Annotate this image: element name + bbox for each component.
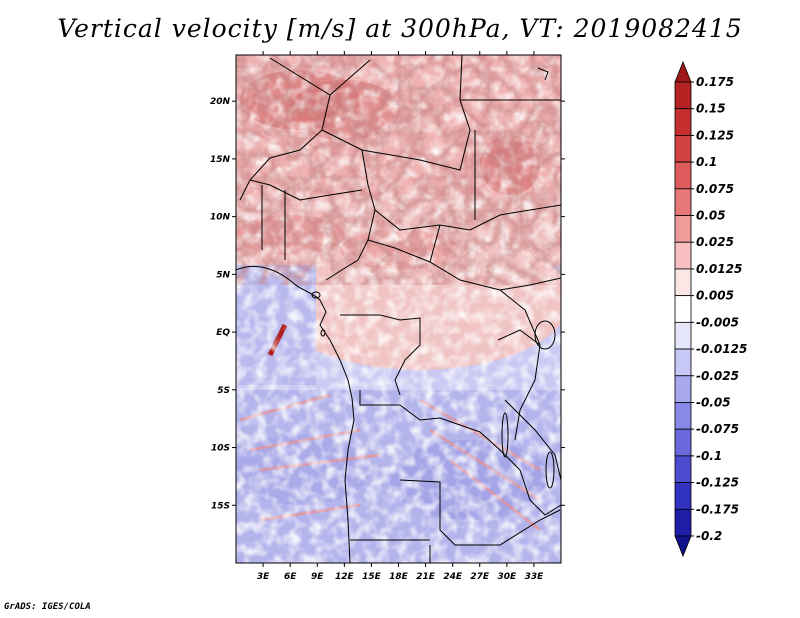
map-title: Vertical velocity [m/s] at 300hPa, VT: 2… <box>57 14 743 43</box>
colorbar-bottom-arrow <box>674 535 692 558</box>
colorbar-swatch <box>674 402 692 430</box>
colorbar-swatch <box>674 268 692 297</box>
colorbar-label: -0.0125 <box>696 342 747 356</box>
colorbar-label: 0.05 <box>696 209 726 223</box>
colorbar-label: -0.025 <box>696 369 739 383</box>
lon-tick-label: 6E <box>284 572 297 582</box>
colorbar-swatch <box>674 108 692 136</box>
colorbar-label: -0.05 <box>696 395 731 409</box>
colorbar-label: 0.075 <box>696 182 734 196</box>
lon-tick-label: 30E <box>497 572 517 582</box>
colorbar-swatch <box>674 482 692 510</box>
colorbar-swatch <box>674 348 692 377</box>
colorbar-label: 0.15 <box>696 102 726 116</box>
colorbar-top-arrow <box>674 60 692 83</box>
colorbar-label: -0.005 <box>696 315 739 329</box>
colorbar-swatch <box>674 375 692 403</box>
colorbar-label: -0.2 <box>696 529 722 543</box>
lon-tick-label: 27E <box>470 572 490 582</box>
lon-tick-label: 33E <box>525 572 545 582</box>
colorbar-label: -0.075 <box>696 422 739 436</box>
grads-credit: GrADS: IGES/COLA <box>4 602 91 612</box>
latitude-axis: 20N 15N 10N 5N EQ 5S 10S 15S <box>210 97 565 511</box>
colorbar-label: 0.1 <box>696 155 717 169</box>
colorbar-label: 0.005 <box>696 289 734 303</box>
colorbar-label: -0.175 <box>696 502 739 516</box>
lakes-islands <box>311 67 556 489</box>
lat-tick-label: 15N <box>210 155 231 165</box>
lat-tick-label: 20N <box>210 97 231 107</box>
colorbar-swatch <box>674 81 692 110</box>
colorbar-swatch <box>674 135 692 163</box>
colorbar-swatch <box>674 455 692 483</box>
colorbar-swatch <box>674 161 692 190</box>
lon-tick-label: 15E <box>362 572 382 582</box>
colorbar-swatch <box>674 321 692 350</box>
colorbar-label: 0.025 <box>696 235 734 249</box>
colorbar-swatch <box>674 241 692 270</box>
lat-tick-label: EQ <box>216 328 230 338</box>
colorbar-swatch <box>674 188 692 216</box>
country-borders <box>236 55 561 563</box>
colorbar-label: -0.125 <box>696 476 739 490</box>
lon-tick-label: 3E <box>257 572 270 582</box>
lon-tick-label: 18E <box>389 572 409 582</box>
longitude-axis: 3E 6E 9E 12E 15E 18E 21E 24E 27E 30E 33E <box>257 51 544 582</box>
colorbar-swatch <box>674 508 692 537</box>
lon-tick-label: 12E <box>335 572 355 582</box>
colorbar-swatch <box>674 295 692 323</box>
lat-tick-label: 5S <box>217 386 230 396</box>
colorbar-label: 0.175 <box>696 75 734 89</box>
colorbar: 0.175 0.15 0.125 0.1 0.075 0.05 0.025 0.0125 0.0… <box>674 60 747 558</box>
lon-tick-label: 21E <box>416 572 436 582</box>
lat-tick-label: 10S <box>211 444 230 454</box>
colorbar-label: 0.0125 <box>696 262 742 276</box>
colorbar-swatch <box>674 428 692 457</box>
colorbar-label: -0.1 <box>696 449 722 463</box>
colorbar-label: 0.125 <box>696 128 734 142</box>
vertical-velocity-field <box>236 55 561 563</box>
lon-tick-label: 24E <box>443 572 463 582</box>
colorbar-swatch <box>674 215 692 243</box>
lat-tick-label: 15S <box>211 501 230 511</box>
lon-tick-label: 9E <box>311 572 324 582</box>
lat-tick-label: 10N <box>210 213 231 223</box>
lat-tick-label: 5N <box>216 270 230 280</box>
